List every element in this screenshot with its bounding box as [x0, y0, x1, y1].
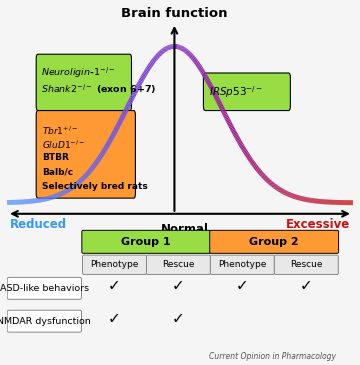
FancyBboxPatch shape: [82, 230, 211, 253]
Text: ✓: ✓: [236, 278, 249, 293]
FancyBboxPatch shape: [36, 111, 135, 198]
Text: $\it{IRSp53}^{-/-}$: $\it{IRSp53}^{-/-}$: [209, 84, 263, 100]
FancyBboxPatch shape: [7, 310, 81, 332]
Text: Brain function: Brain function: [121, 7, 228, 20]
Text: Current Opinion in Pharmacology: Current Opinion in Pharmacology: [208, 352, 336, 361]
Text: Group 1: Group 1: [121, 237, 171, 247]
Text: Reduced: Reduced: [10, 219, 67, 231]
Text: BTBR: BTBR: [42, 153, 69, 162]
Text: Group 2: Group 2: [249, 237, 299, 247]
Text: ✓: ✓: [108, 311, 121, 326]
Text: $\it{GluD1}^{-/-}$: $\it{GluD1}^{-/-}$: [42, 139, 85, 151]
Text: Normal
NMDAR function: Normal NMDAR function: [130, 223, 239, 251]
FancyBboxPatch shape: [210, 255, 274, 274]
Text: ✓: ✓: [172, 311, 185, 326]
Text: $\it{Neuroligin}$-$\it{1}^{-/-}$: $\it{Neuroligin}$-$\it{1}^{-/-}$: [41, 65, 115, 80]
FancyBboxPatch shape: [36, 54, 131, 111]
Text: Excessive: Excessive: [286, 219, 350, 231]
Text: Rescue: Rescue: [162, 261, 195, 269]
Text: Selectively bred rats: Selectively bred rats: [42, 182, 148, 191]
FancyBboxPatch shape: [82, 255, 147, 274]
Text: Rescue: Rescue: [290, 261, 323, 269]
Text: ASD-like behaviors: ASD-like behaviors: [0, 284, 89, 293]
Text: Phenotype: Phenotype: [218, 261, 266, 269]
Text: $\it{Shank2}^{-/-}$ (exon 6+7): $\it{Shank2}^{-/-}$ (exon 6+7): [41, 82, 156, 96]
FancyBboxPatch shape: [203, 73, 291, 111]
Text: ✓: ✓: [108, 278, 121, 293]
FancyBboxPatch shape: [7, 277, 81, 299]
Text: ✓: ✓: [300, 278, 313, 293]
FancyBboxPatch shape: [210, 230, 339, 253]
Text: $\it{Tbr1}^{+/-}$: $\it{Tbr1}^{+/-}$: [42, 124, 78, 137]
Text: Phenotype: Phenotype: [90, 261, 139, 269]
Text: NMDAR dysfunction: NMDAR dysfunction: [0, 317, 91, 326]
Text: Balb/c: Balb/c: [42, 168, 73, 177]
FancyBboxPatch shape: [274, 255, 338, 274]
FancyBboxPatch shape: [147, 255, 210, 274]
Text: ✓: ✓: [172, 278, 185, 293]
